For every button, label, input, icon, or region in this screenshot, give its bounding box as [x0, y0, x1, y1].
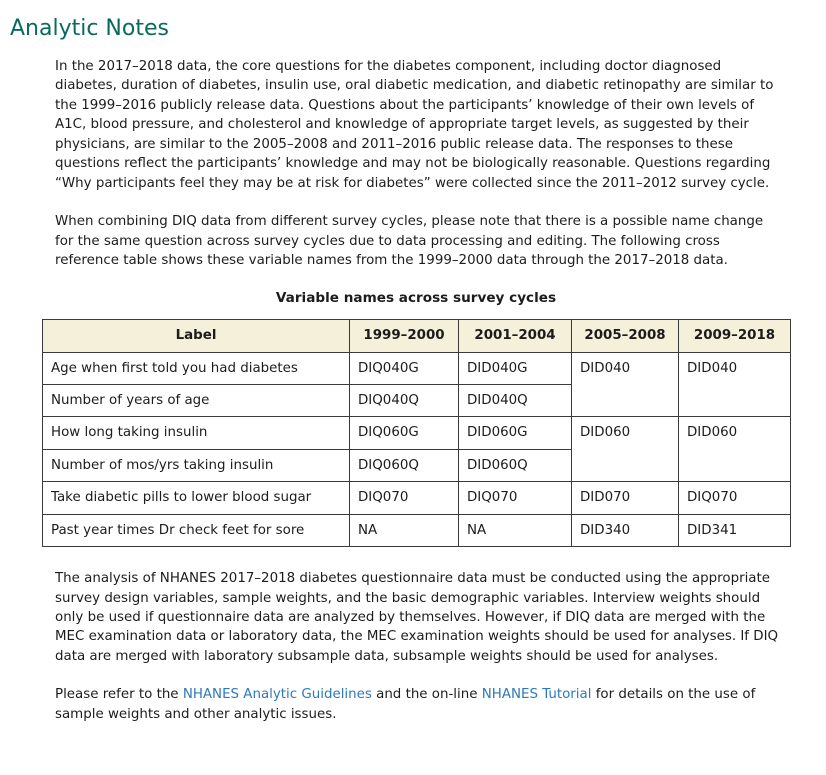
table-cell: DID060G	[458, 416, 572, 450]
table-cell: DIQ060G	[349, 416, 459, 450]
table-cell: DID070	[571, 481, 679, 515]
closing-text-pre: Please refer to the	[55, 687, 183, 703]
table-row: Take diabetic pills to lower blood sugar…	[42, 481, 791, 515]
table-cell: DID040Q	[458, 383, 572, 418]
table-cell: DIQ070	[678, 481, 791, 515]
table-cell: Take diabetic pills to lower blood sugar	[42, 481, 350, 515]
analytic-guidelines-link[interactable]: NHANES Analytic Guidelines	[182, 687, 372, 703]
table-row: Number of mos/yrs taking insulin DIQ060Q…	[42, 448, 791, 483]
table-cell: Number of years of age	[42, 383, 350, 418]
table-cell: DID060Q	[458, 448, 572, 483]
paragraph-combining-diq: When combining DIQ data from different s…	[55, 214, 764, 268]
closing-text-post: for details on the use of sample weights…	[55, 687, 756, 722]
table-row: Past year times Dr check feet for sore N…	[42, 513, 791, 548]
table-cell: DIQ040Q	[349, 383, 459, 418]
table-cell: Past year times Dr check feet for sore	[42, 513, 350, 548]
table-cell: DIQ070	[458, 481, 572, 515]
table-cell: Age when first told you had diabetes	[42, 351, 350, 385]
table-cell: DIQ070	[349, 481, 459, 515]
column-header-2009-2018: 2009–2018	[678, 319, 791, 353]
content-body: In the 2017–2018 data, the core question…	[42, 57, 791, 724]
column-header-2001-2004: 2001–2004	[458, 319, 572, 353]
table-caption: Variable names across survey cycles	[275, 290, 557, 307]
paragraph-core-questions: In the 2017–2018 data, the core question…	[55, 59, 774, 191]
table-cell: Number of mos/yrs taking insulin	[42, 448, 350, 483]
table-cell: DID040	[571, 351, 679, 418]
nhanes-tutorial-link[interactable]: NHANES Tutorial	[481, 687, 592, 703]
variable-names-table: Label 1999–2000 2001–2004 2005–2008 2009…	[42, 319, 791, 548]
closing-text-mid: and the on-line	[371, 687, 482, 703]
paragraph-references: Please refer to the NHANES Analytic Guid…	[55, 685, 781, 724]
table-cell: DID340	[571, 513, 679, 548]
table-cell: DID060	[571, 416, 679, 483]
table-cell: NA	[349, 513, 459, 548]
table-cell: NA	[458, 513, 572, 548]
table-row: How long taking insulin DIQ060G DID060G …	[42, 416, 791, 483]
column-header-1999-2000: 1999–2000	[349, 319, 459, 353]
table-row: Age when first told you had diabetes DIQ…	[42, 351, 791, 418]
table-cell: DID040	[678, 351, 791, 418]
table-header-row: Label 1999–2000 2001–2004 2005–2008 2009…	[42, 319, 791, 353]
paragraph-analysis-weights: The analysis of NHANES 2017–2018 diabete…	[55, 571, 779, 664]
table-cell: DID040G	[458, 351, 572, 385]
table-cell: How long taking insulin	[42, 416, 350, 450]
column-header-label: Label	[42, 319, 350, 353]
table-cell: DID341	[678, 513, 791, 548]
column-header-2005-2008: 2005–2008	[571, 319, 679, 353]
table-row: Number of years of age DIQ040Q DID040Q	[42, 383, 791, 418]
table-cell: DIQ060Q	[349, 448, 459, 483]
table-cell: DID060	[678, 416, 791, 483]
page-title: Analytic Notes	[10, 16, 169, 41]
table-cell: DIQ040G	[349, 351, 459, 385]
